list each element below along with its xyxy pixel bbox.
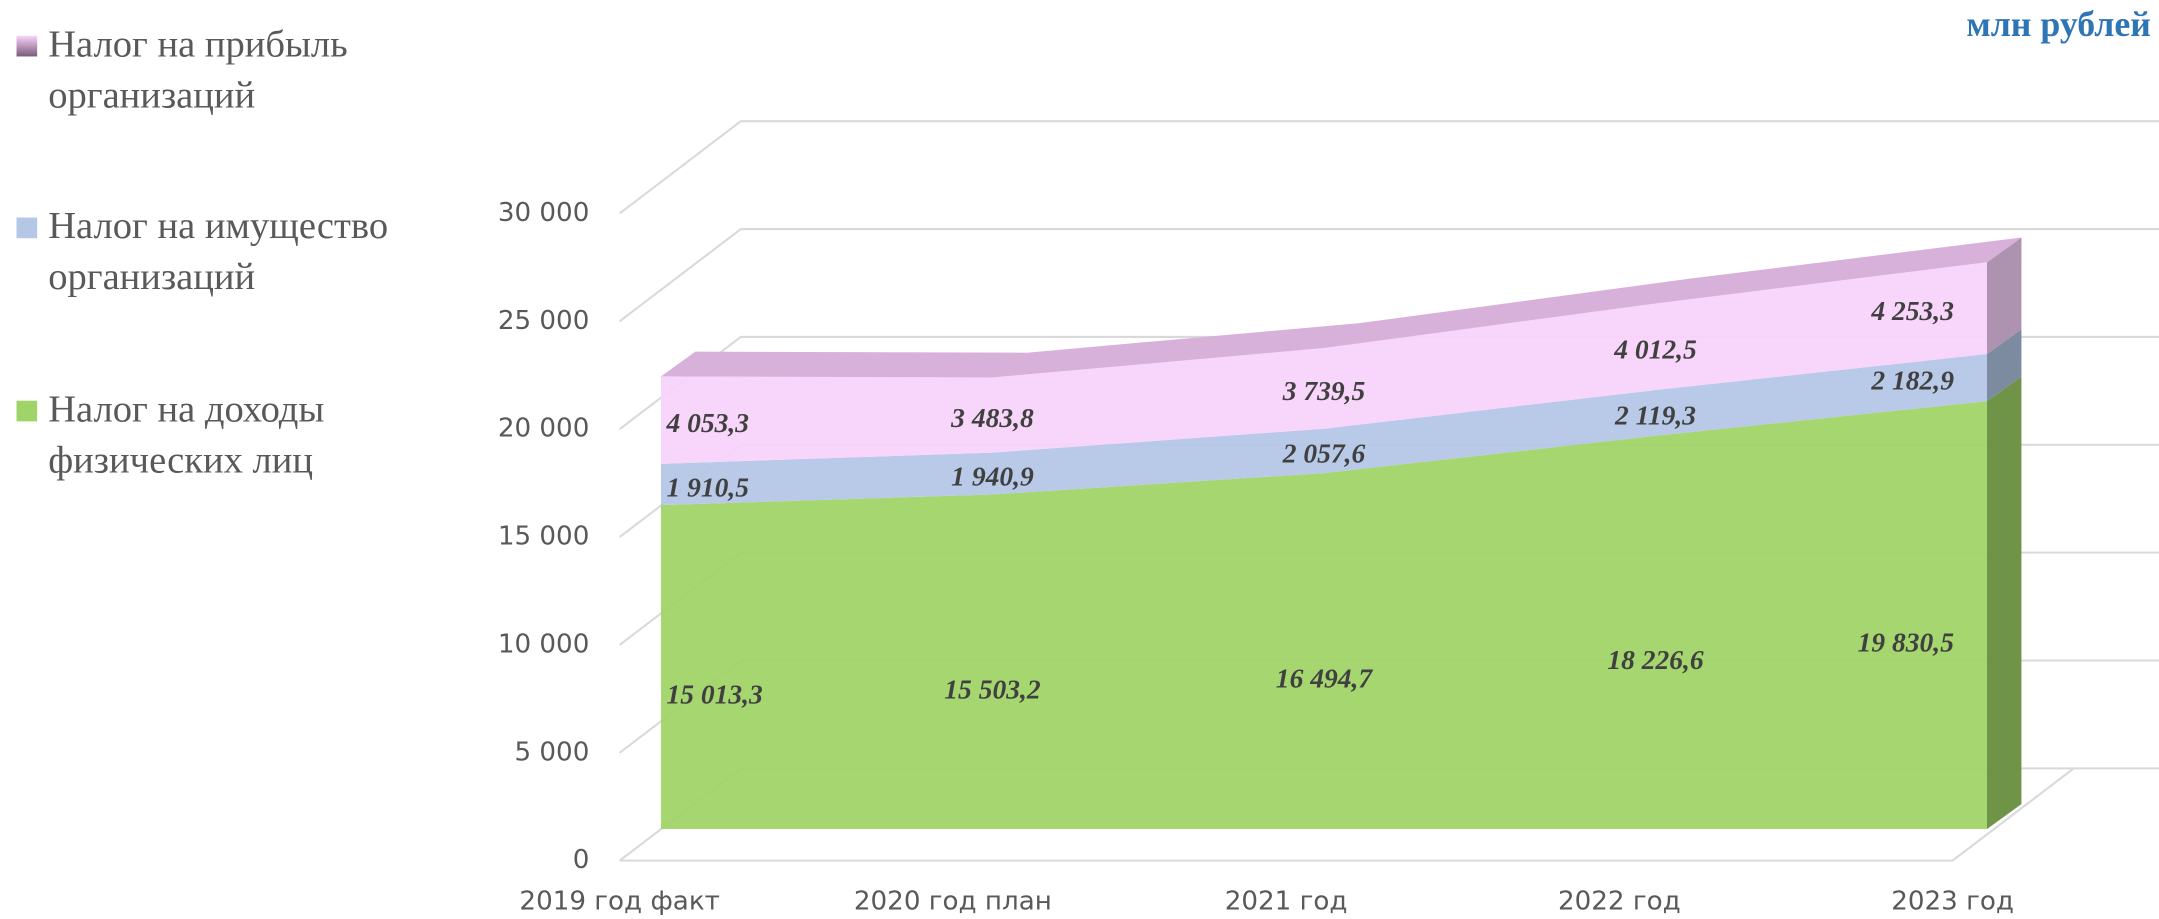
value-label: 4 012,5 [1613,334,1697,365]
grid-line [619,228,2159,323]
legend-label: Налог на имущество организаций [48,205,389,299]
value-label: 3 483,8 [950,402,1034,433]
area-side-shade [1987,376,2022,829]
value-label: 2 182,9 [1870,364,1954,395]
area-side [1987,237,2022,355]
x-tick-label: 2023 год [1891,886,2014,916]
legend-label: Налог на доходы физических лиц [48,388,325,482]
value-label: 16 494,7 [1276,663,1374,694]
grid-line [619,120,2159,215]
legend-item: Налог на прибыль организаций [16,19,430,121]
area-side [1987,329,2022,402]
value-label: 1 910,5 [666,471,749,502]
area-side [1987,376,2022,829]
unit-label: млн рублей [1966,4,2151,44]
x-tick-label: 2021 год [1225,886,1348,916]
y-tick-label: 0 [573,845,590,875]
area-side-shade [1987,329,2022,402]
value-label: 2 119,3 [1614,400,1696,431]
legend-swatch [16,35,38,57]
area [660,262,1988,464]
area [660,354,1988,506]
area-top-shade [660,237,2022,378]
legend-label: Налог на прибыль организаций [48,23,348,118]
x-tick-label: 2022 год [1558,886,1681,916]
x-tick-label: 2020 год план [854,886,1052,916]
value-label: 15 013,3 [666,679,763,710]
y-tick-label: 20 000 [498,414,590,444]
y-tick-label: 15 000 [498,522,590,552]
value-label: 18 226,6 [1607,644,1704,675]
y-tick-label: 30 000 [498,198,590,228]
area [660,401,1988,829]
value-label: 4 253,3 [1870,295,1954,326]
value-label: 3 739,5 [1282,375,1366,406]
value-label: 4 053,3 [665,407,749,438]
axis-line [619,767,2075,862]
y-tick-label: 10 000 [498,629,590,659]
value-label: 15 503,2 [944,673,1041,704]
y-tick-label: 25 000 [498,306,590,336]
legend-swatch [16,400,38,422]
legend-item: Налог на имущество организаций [16,201,430,303]
x-tick-label: 2019 год факт [519,886,719,916]
area-top [660,237,2022,378]
legend-swatch [16,217,38,239]
value-label: 19 830,5 [1858,627,1955,658]
area-side-shade [1987,237,2022,355]
value-label: 2 057,6 [1282,438,1366,469]
y-tick-label: 5 000 [514,737,589,767]
legend-item: Налог на доходы физических лиц [16,384,430,486]
value-label: 1 940,9 [951,460,1034,491]
